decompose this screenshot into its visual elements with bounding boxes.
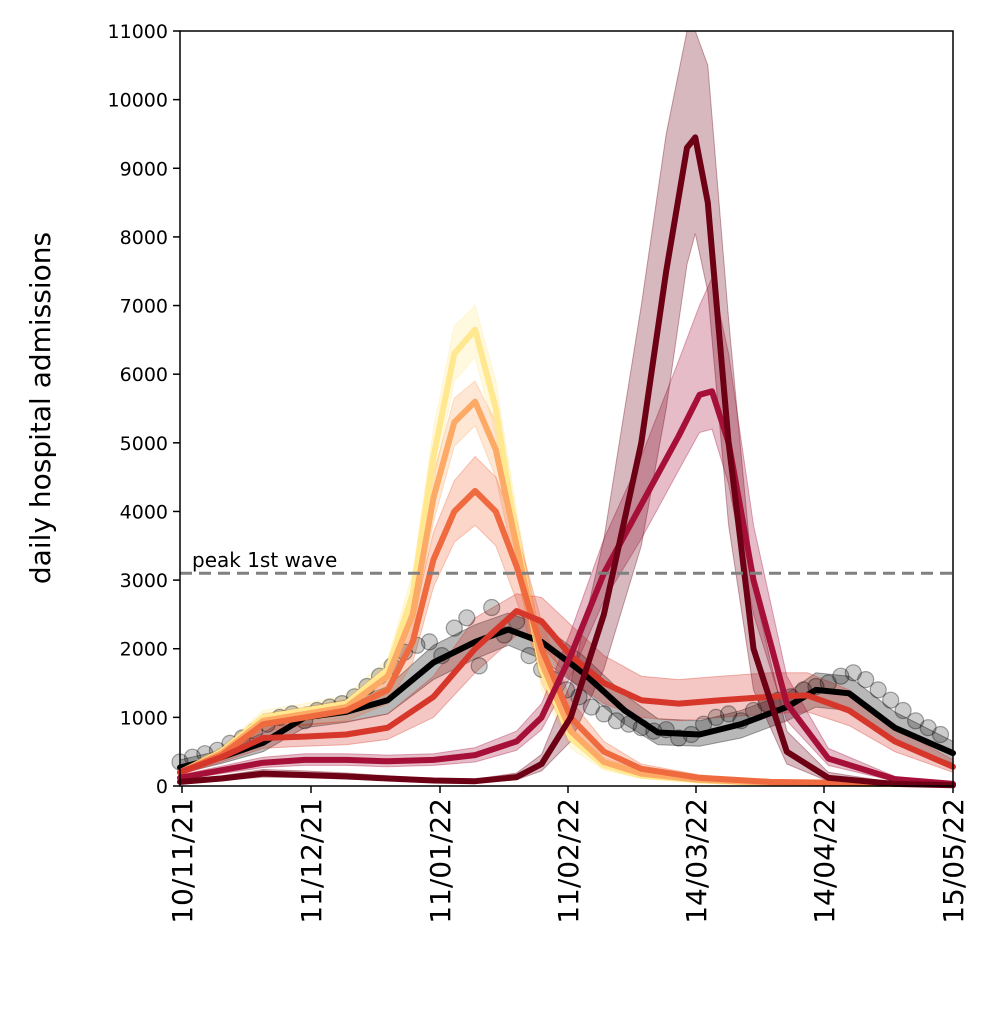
y-tick-label: 2000 — [120, 639, 168, 661]
x-tick-label: 14/03/22 — [680, 798, 713, 924]
reference-line-label: peak 1st wave — [192, 548, 337, 572]
observed-point — [919, 719, 937, 737]
x-tick-label: 14/04/22 — [808, 798, 841, 924]
series-lines — [177, 134, 956, 789]
series-line-4 — [177, 608, 956, 776]
y-tick-label: 6000 — [120, 364, 168, 386]
y-tick-label: 10000 — [108, 90, 168, 112]
y-tick-label: 0 — [156, 776, 168, 798]
observed-point — [719, 705, 738, 723]
y-tick-label: 1000 — [120, 707, 168, 729]
x-tick-label: 11/02/22 — [552, 798, 585, 924]
y-tick-label: 7000 — [120, 296, 168, 318]
y-tick-label: 4000 — [120, 501, 168, 523]
y-tick-label: 11000 — [108, 21, 168, 43]
observed-point — [882, 691, 900, 709]
plot-frame — [179, 30, 954, 787]
observed-point — [607, 712, 626, 730]
observed-point — [844, 664, 862, 682]
observed-point — [520, 646, 538, 665]
observed-point — [582, 698, 601, 716]
x-tick-label: 11/01/22 — [424, 798, 457, 924]
x-tick-label: 11/12/21 — [295, 798, 328, 924]
observed-point — [857, 670, 875, 689]
y-tick-label: 8000 — [120, 227, 168, 249]
observed-point — [420, 633, 438, 651]
y-tick-label: 9000 — [120, 158, 168, 180]
observed-point — [595, 705, 613, 723]
observed-point — [894, 701, 912, 720]
series-line-6 — [177, 134, 956, 789]
observed-point — [707, 708, 725, 727]
y-axis: 0 1000 2000 3000 4000 5000 6000 7000 8000 9000 100… — [108, 21, 180, 798]
series-line-2 — [177, 398, 956, 788]
observed-point — [931, 725, 950, 744]
y-axis-label: daily hospital admissions — [24, 232, 57, 584]
series-line-3 — [177, 487, 956, 788]
observed-point — [832, 667, 850, 685]
observed-point — [458, 609, 476, 627]
observed-point — [470, 657, 488, 675]
observed-point — [483, 598, 501, 617]
y-tick-label: 3000 — [120, 570, 168, 592]
x-tick-label: 15/05/22 — [937, 798, 970, 924]
x-axis: 10/11/21 11/12/21 11/01/22 11/02/22 14/03/22… — [166, 786, 970, 924]
observed-point — [906, 712, 925, 730]
x-tick-label: 10/11/21 — [166, 798, 199, 924]
series-line-5 — [177, 388, 956, 787]
y-tick-label: 5000 — [120, 433, 168, 455]
observed-point — [445, 619, 463, 637]
observed-point — [869, 681, 887, 699]
